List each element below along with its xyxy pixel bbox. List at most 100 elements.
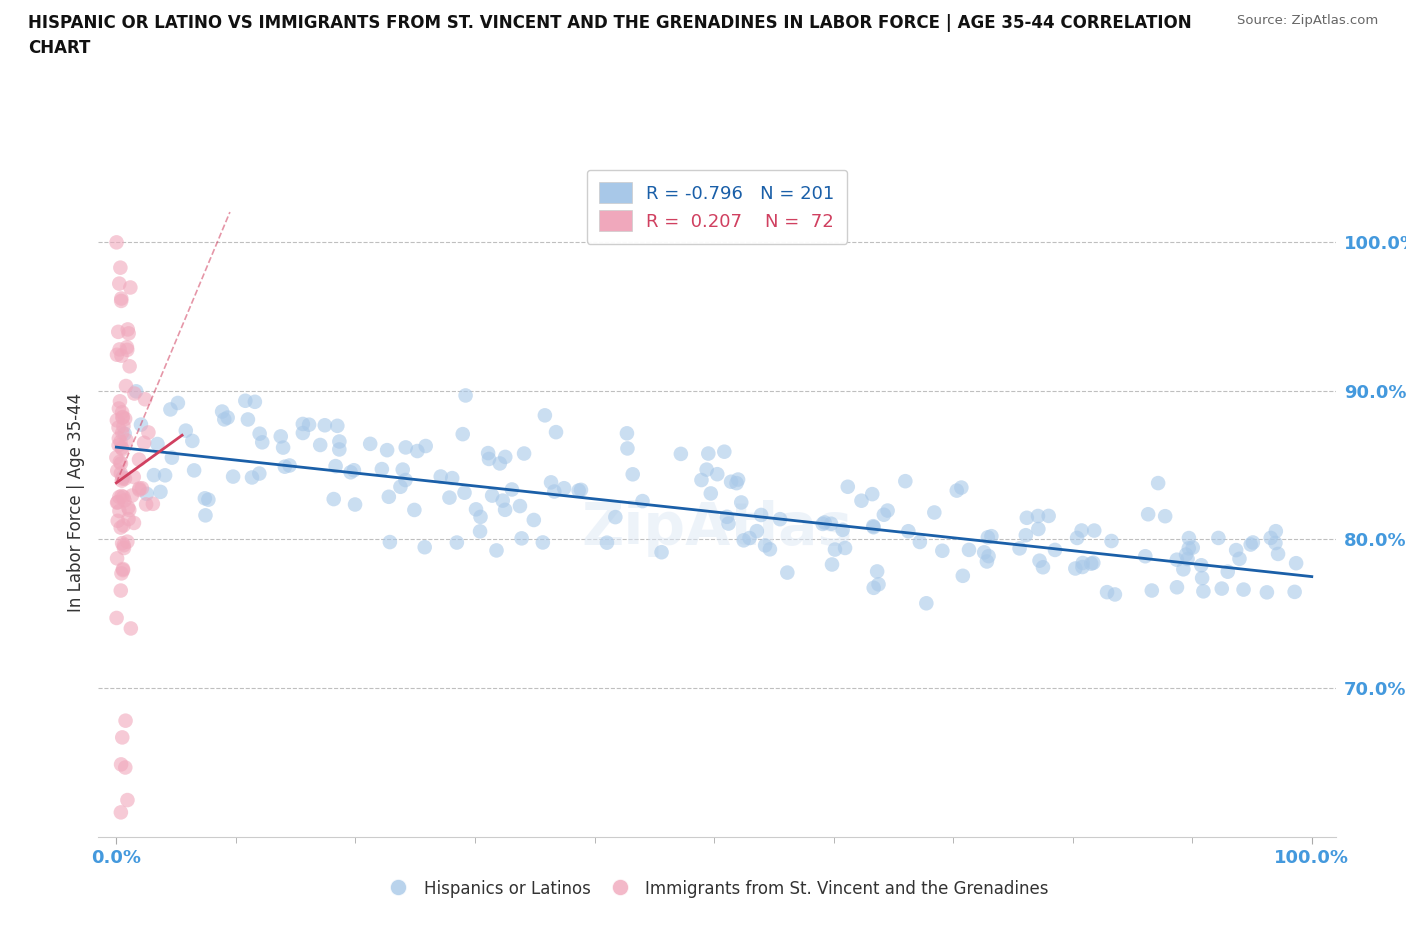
Point (121, 488, 143, 503)
Point (117, 512, 139, 526)
Point (1256, 585, 1278, 600)
Point (1070, 523, 1092, 538)
Point (291, 417, 314, 432)
Point (183, 463, 205, 478)
Point (278, 458, 301, 473)
Point (1137, 507, 1160, 522)
Point (1178, 531, 1201, 546)
Point (733, 533, 755, 548)
Point (1177, 551, 1199, 566)
Point (837, 479, 859, 494)
Point (543, 484, 565, 498)
Point (690, 472, 713, 487)
Point (160, 450, 183, 465)
Point (730, 495, 752, 510)
Point (108, 431, 131, 445)
Point (142, 468, 165, 483)
Point (717, 516, 740, 531)
Point (821, 557, 844, 572)
Point (470, 510, 492, 525)
Point (700, 486, 723, 501)
Point (945, 484, 967, 498)
Point (706, 467, 728, 482)
Point (105, 450, 128, 465)
Point (713, 445, 735, 459)
Point (325, 458, 347, 473)
Point (328, 434, 350, 449)
Point (697, 446, 720, 461)
Point (131, 481, 153, 496)
Point (727, 472, 749, 487)
Point (111, 442, 134, 457)
Point (110, 488, 132, 503)
Point (1071, 560, 1094, 575)
Point (862, 519, 884, 534)
Point (314, 418, 336, 432)
Point (378, 489, 401, 504)
Point (122, 515, 145, 530)
Point (110, 757, 132, 772)
Point (1264, 524, 1286, 538)
Point (1043, 542, 1066, 557)
Point (105, 235, 128, 250)
Point (111, 441, 134, 456)
Point (1101, 534, 1123, 549)
Point (540, 475, 562, 490)
Point (111, 409, 134, 424)
Point (569, 483, 592, 498)
Point (568, 483, 591, 498)
Point (1015, 511, 1038, 525)
Point (395, 440, 418, 455)
Point (952, 568, 974, 583)
Point (1140, 583, 1163, 598)
Point (112, 540, 135, 555)
Point (1264, 536, 1286, 551)
Point (233, 393, 256, 408)
Point (142, 497, 165, 512)
Point (716, 510, 738, 525)
Point (270, 429, 292, 444)
Point (114, 713, 136, 728)
Point (159, 402, 181, 417)
Point (1240, 538, 1263, 552)
Point (111, 473, 134, 488)
Point (394, 472, 416, 487)
Point (112, 538, 135, 552)
Point (468, 524, 491, 538)
Point (631, 494, 654, 509)
Point (105, 347, 128, 362)
Point (236, 412, 259, 427)
Point (120, 621, 142, 636)
Point (110, 456, 132, 471)
Point (298, 418, 321, 432)
Point (271, 440, 294, 455)
Point (214, 412, 236, 427)
Point (605, 510, 627, 525)
Point (105, 551, 128, 565)
Point (441, 471, 464, 485)
Point (415, 439, 437, 454)
Point (534, 408, 557, 423)
Point (108, 401, 131, 416)
Legend: Hispanics or Latinos, Immigrants from St. Vincent and the Grenadines: Hispanics or Latinos, Immigrants from St… (378, 872, 1056, 906)
Text: CHART: CHART (28, 39, 90, 57)
Point (111, 425, 134, 440)
Point (759, 542, 782, 557)
Point (110, 583, 132, 598)
Point (1260, 530, 1282, 545)
Point (776, 565, 799, 580)
Point (1192, 584, 1215, 599)
Point (110, 520, 132, 535)
Point (114, 493, 136, 508)
Point (754, 538, 776, 552)
Point (194, 491, 217, 506)
Point (478, 451, 501, 466)
Point (115, 433, 138, 448)
Point (181, 433, 204, 448)
Point (111, 730, 134, 745)
Point (249, 426, 271, 441)
Point (1191, 571, 1213, 586)
Point (1178, 541, 1201, 556)
Point (129, 418, 152, 432)
Point (122, 470, 145, 485)
